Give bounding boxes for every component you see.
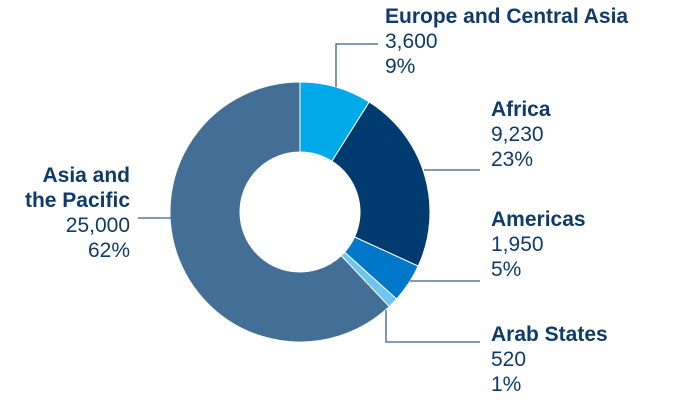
slice-value-europe-central-asia: 3,600	[385, 30, 438, 53]
slice-value-americas: 1,950	[491, 233, 544, 256]
slice-value-africa: 9,230	[491, 123, 544, 146]
slice-name-asia-pacific-line-1: Asia and	[42, 164, 130, 187]
slice-africa	[331, 101, 431, 267]
slice-name-americas: Americas	[491, 208, 586, 231]
slice-percent-africa: 23%	[491, 148, 534, 171]
label-europe-central-asia: Europe and Central Asia 3,600 9%	[385, 4, 628, 79]
leader-line-arab-states	[385, 310, 480, 343]
leader-line-europe-and-central-asia	[335, 43, 378, 87]
slice-name-arab-states: Arab States	[491, 323, 608, 346]
slice-name-africa: Africa	[491, 98, 551, 121]
slice-value-arab-states: 520	[491, 348, 527, 371]
slice-value-asia-pacific: 25,000	[65, 214, 130, 237]
label-arab-states: Arab States 520 1%	[491, 322, 608, 397]
label-africa: Africa 9,230 23%	[491, 97, 551, 172]
slice-asia-and-the-pacific	[169, 81, 390, 343]
slice-percent-americas: 5%	[491, 258, 522, 281]
label-asia-pacific: Asia and the Pacific 25,000 62%	[25, 163, 130, 263]
slice-percent-arab-states: 1%	[491, 373, 522, 396]
slice-percent-europe-central-asia: 9%	[385, 55, 416, 78]
slice-name-asia-pacific-line-2: the Pacific	[24, 189, 130, 212]
slice-name-europe-central-asia: Europe and Central Asia	[385, 5, 629, 28]
label-americas: Americas 1,950 5%	[491, 207, 586, 282]
slice-percent-asia-pacific: 62%	[87, 239, 130, 262]
